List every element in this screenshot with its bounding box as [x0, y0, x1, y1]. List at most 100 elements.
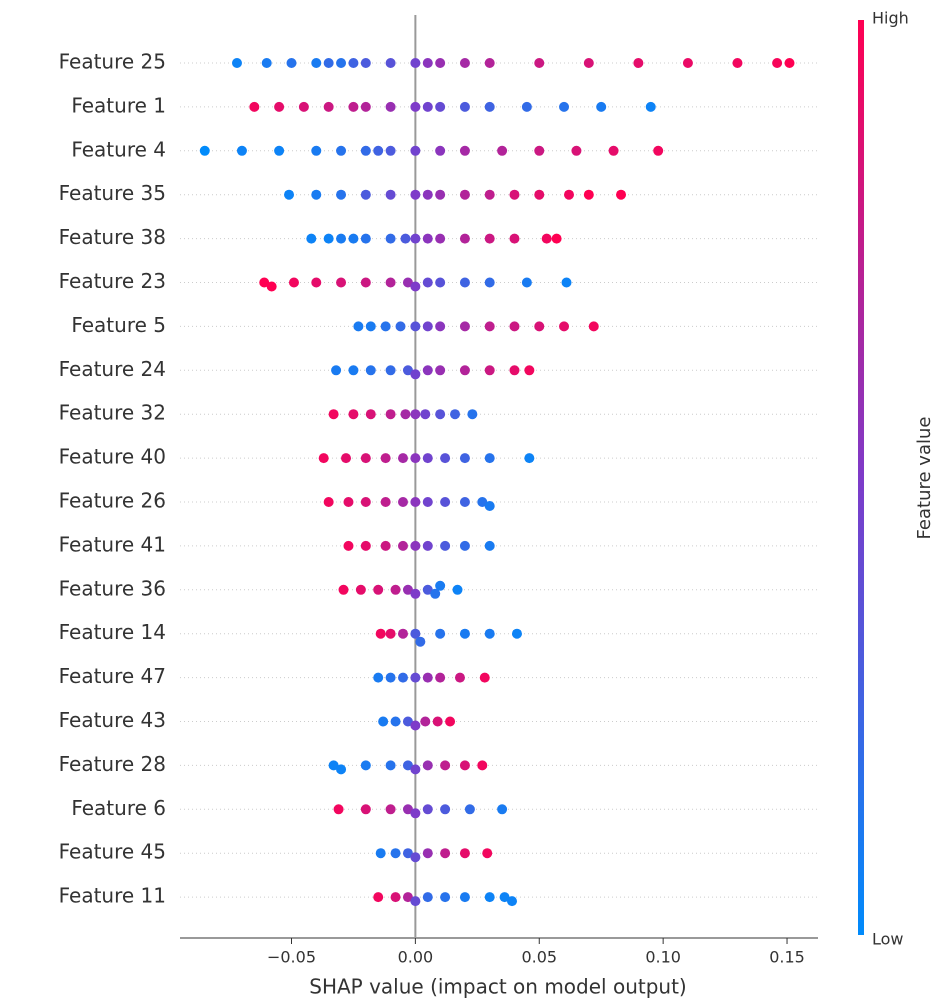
y-tick-label: Feature 45 [59, 840, 166, 864]
shap-point [365, 409, 376, 420]
x-axis-label: SHAP value (impact on model output) [309, 975, 686, 999]
shap-point [385, 189, 396, 200]
shap-point [402, 760, 413, 771]
shap-point [390, 716, 401, 727]
shap-point [360, 497, 371, 507]
y-tick-label: Feature 47 [59, 664, 166, 688]
shap-point [336, 764, 347, 775]
shap-point [464, 804, 475, 815]
shap-point [323, 497, 334, 507]
shap-point [452, 584, 463, 595]
shap-point [435, 365, 446, 376]
shap-point [422, 892, 433, 903]
y-tick-label: Feature 43 [59, 708, 166, 732]
y-tick-label: Feature 28 [59, 752, 166, 776]
y-tick-label: Feature 6 [71, 796, 166, 820]
shap-point [360, 58, 371, 68]
y-tick-label: Feature 23 [59, 269, 166, 293]
shap-point [343, 497, 354, 507]
shap-point [541, 233, 552, 244]
shap-point [373, 892, 384, 903]
shap-point [633, 58, 644, 68]
shap-point [311, 145, 322, 156]
shap-point [410, 588, 421, 599]
shap-point [380, 497, 391, 507]
shap-point [355, 584, 366, 595]
shap-point [395, 321, 406, 332]
shap-point [380, 453, 391, 464]
shap-point [682, 58, 693, 68]
shap-point [551, 233, 562, 244]
shap-point [534, 321, 545, 332]
shap-point [360, 453, 371, 464]
shap-point [415, 636, 426, 647]
shap-point [477, 760, 488, 771]
shap-point [365, 321, 376, 332]
shap-point [772, 58, 783, 68]
shap-point [459, 453, 470, 464]
shap-point [390, 848, 401, 859]
shap-point [288, 277, 299, 288]
shap-point [385, 365, 396, 376]
shap-point [338, 584, 349, 595]
shap-point [732, 58, 743, 68]
shap-point [484, 540, 495, 551]
shap-point [534, 145, 545, 156]
y-tick-label: Feature 1 [71, 93, 166, 117]
shap-point [420, 716, 431, 727]
shap-point [450, 409, 461, 420]
shap-point [422, 848, 433, 859]
shap-point [348, 101, 359, 112]
y-tick-label: Feature 25 [59, 50, 166, 74]
shap-point [360, 189, 371, 200]
shap-point [378, 716, 389, 727]
shap-point [435, 145, 446, 156]
shap-point [410, 453, 421, 464]
shap-point [385, 277, 396, 288]
shap-point [507, 896, 518, 907]
shap-point [435, 628, 446, 639]
shap-point [410, 764, 421, 775]
shap-point [534, 189, 545, 200]
shap-point [336, 277, 347, 288]
shap-point [199, 145, 210, 156]
shap-point [318, 453, 329, 464]
shap-point [385, 409, 396, 420]
shap-point [410, 720, 421, 731]
shap-point [323, 233, 334, 244]
shap-point [348, 58, 359, 68]
shap-point [360, 233, 371, 244]
shap-point [435, 233, 446, 244]
shap-point [499, 892, 510, 903]
shap-point [422, 672, 433, 683]
shap-point [440, 497, 451, 507]
shap-point [435, 277, 446, 288]
shap-point [482, 848, 493, 859]
shap-point [583, 189, 594, 200]
shap-point [432, 716, 443, 727]
shap-point [410, 896, 421, 907]
shap-point [336, 58, 347, 68]
shap-point [534, 58, 545, 68]
shap-point [420, 409, 431, 420]
shap-point [385, 233, 396, 244]
shap-point [497, 145, 508, 156]
shap-point [410, 321, 421, 332]
shap-point [479, 672, 490, 683]
shap-point [430, 588, 441, 599]
y-tick-label: Feature 35 [59, 181, 166, 205]
shap-point [397, 628, 408, 639]
shap-point [410, 369, 421, 380]
shap-point [440, 892, 451, 903]
shap-point [484, 628, 495, 639]
shap-point [459, 540, 470, 551]
shap-point [477, 497, 488, 507]
shap-point [559, 321, 570, 332]
shap-point [583, 58, 594, 68]
shap-point [331, 365, 342, 376]
shap-point [385, 628, 396, 639]
x-tick-label: 0.15 [769, 948, 805, 967]
shap-point [616, 189, 627, 200]
shap-point [435, 409, 446, 420]
